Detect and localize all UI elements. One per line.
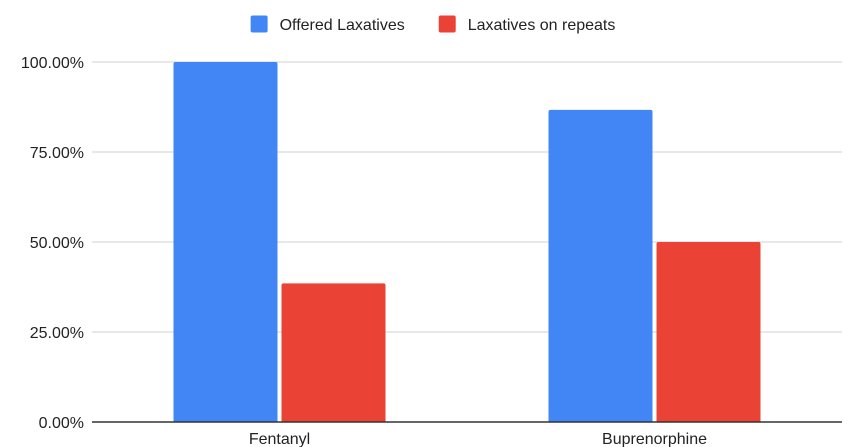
y-tick-label-0: 0.00% xyxy=(39,415,84,432)
y-tick-label-1: 25.00% xyxy=(30,325,84,342)
y-tick-label-4: 100.00% xyxy=(21,55,84,72)
bar-buprenorphine-laxatives-on-repeats xyxy=(656,242,761,422)
legend-label-0: Offered Laxatives xyxy=(280,17,405,34)
x-category-label-1: Buprenorphine xyxy=(602,431,707,447)
y-axis-tick-labels: 0.00% 25.00% 50.00% 75.00% 100.00% xyxy=(21,55,84,432)
legend: Offered Laxatives Laxatives on repeats xyxy=(250,15,616,34)
bar-fentanyl-offered-laxatives xyxy=(173,62,278,422)
legend-swatch-1 xyxy=(438,15,456,33)
x-category-label-0: Fentanyl xyxy=(249,431,310,447)
bar-buprenorphine-offered-laxatives xyxy=(548,109,653,422)
y-tick-label-2: 50.00% xyxy=(30,235,84,252)
x-axis-category-labels: Fentanyl Buprenorphine xyxy=(249,431,707,447)
legend-label-1: Laxatives on repeats xyxy=(468,17,616,34)
bars xyxy=(173,62,761,422)
bar-fentanyl-laxatives-on-repeats xyxy=(281,283,386,422)
y-tick-label-3: 75.00% xyxy=(30,145,84,162)
legend-swatch-0 xyxy=(250,15,268,33)
